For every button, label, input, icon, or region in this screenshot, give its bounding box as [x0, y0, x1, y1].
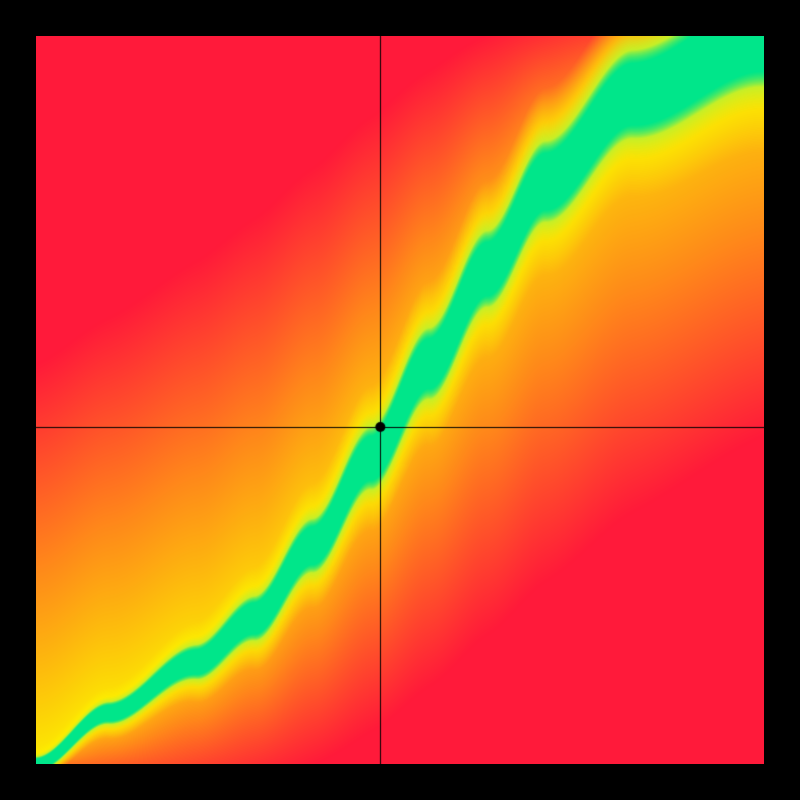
bottleneck-heatmap: [36, 36, 764, 764]
watermark-text: TheBottleneck.com: [552, 4, 766, 32]
outer-frame: TheBottleneck.com: [0, 0, 800, 800]
